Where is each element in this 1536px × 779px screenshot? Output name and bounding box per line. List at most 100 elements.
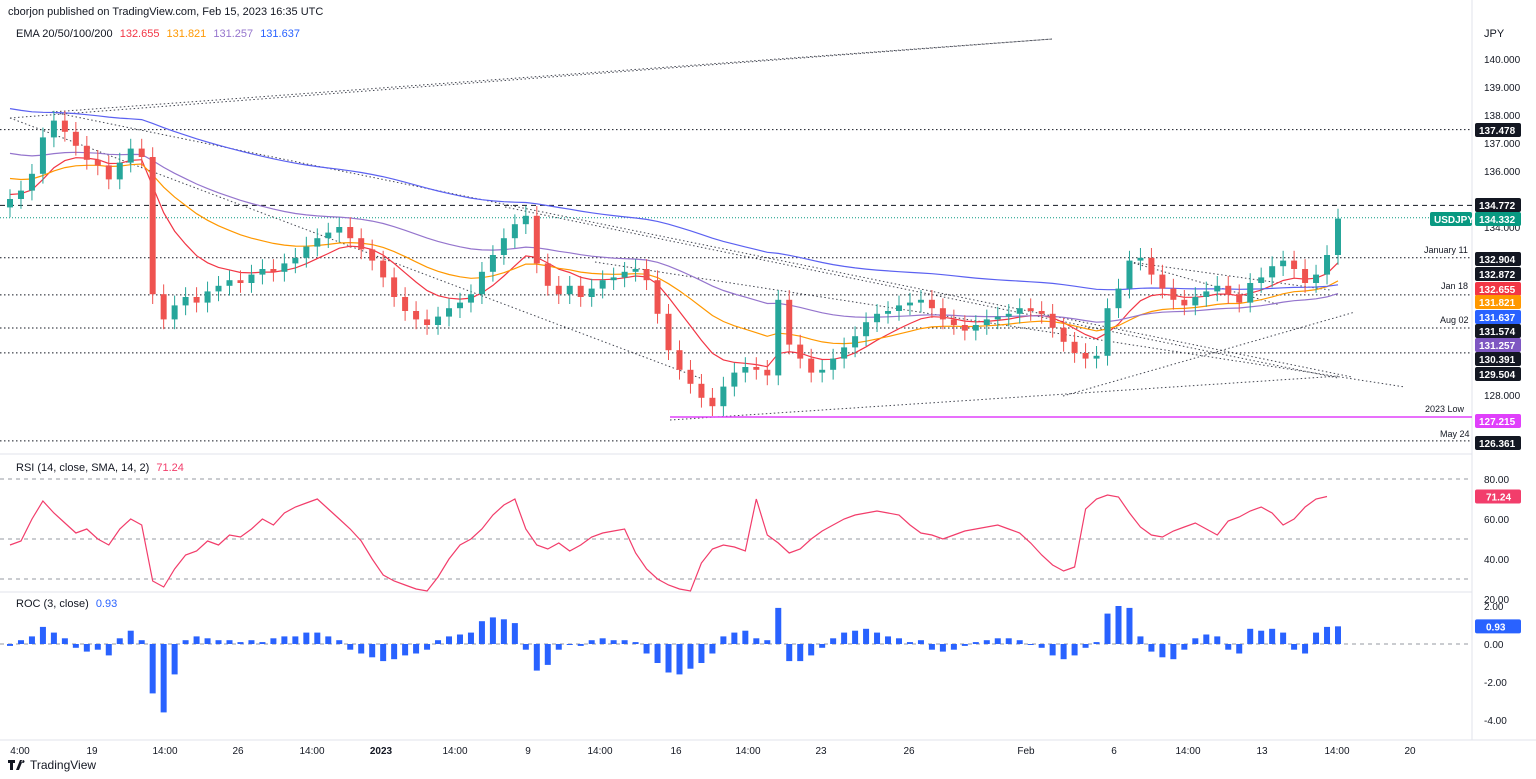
candle-body-121 — [1335, 218, 1341, 255]
roc-bar-31 — [347, 644, 354, 650]
candle-body-43 — [478, 271, 485, 295]
rsi-pane — [0, 478, 1472, 592]
candle-body-18 — [204, 291, 211, 303]
roc-bar-110 — [1214, 636, 1221, 644]
candle-body-98 — [1082, 353, 1089, 359]
price-tag-text-0: 137.478 — [1479, 126, 1516, 137]
roc-bar-47 — [522, 644, 529, 650]
price-tag-bg-11 — [1475, 352, 1521, 366]
roc-bar-73 — [808, 644, 815, 656]
price-tag-13: 127.215 — [1475, 414, 1521, 428]
roc-bar-33 — [369, 644, 376, 658]
candle-body-82 — [906, 302, 913, 306]
candle-body-73 — [808, 358, 815, 373]
ema-legend-label: EMA 20/50/100/200 — [16, 28, 113, 40]
price-tag-4: 132.904 — [1475, 252, 1521, 266]
roc-bar-101 — [1115, 606, 1122, 644]
x-tick-14: 6 — [1111, 746, 1117, 757]
candle-body-96 — [1060, 327, 1067, 342]
roc-bar-41 — [456, 634, 463, 644]
price-tag-11: 130.391 — [1475, 352, 1521, 366]
price-tick-0: 140.000 — [1484, 55, 1521, 66]
roc-bar-102 — [1126, 607, 1133, 644]
candle-body-97 — [1071, 341, 1078, 353]
trendline-5 — [594, 261, 1406, 388]
roc-bar-61 — [676, 644, 683, 675]
candle-body-113 — [1247, 283, 1254, 303]
price-tick-2: 138.000 — [1484, 111, 1521, 122]
candle-body-16 — [182, 297, 189, 306]
roc-bar-70 — [775, 607, 782, 644]
price-tick-3: 137.000 — [1484, 139, 1521, 150]
roc-bar-68 — [753, 638, 760, 644]
roc-bar-71 — [786, 644, 793, 662]
candle-body-65 — [720, 386, 727, 407]
candle-body-0 — [7, 199, 13, 208]
roc-bar-120 — [1324, 626, 1331, 644]
price-tag-text-10: 131.257 — [1479, 341, 1516, 352]
roc-bar-51 — [566, 644, 573, 645]
candle-body-50 — [555, 285, 562, 295]
x-tick-8: 14:00 — [587, 746, 612, 757]
roc-bar-34 — [380, 644, 387, 662]
candle-body-5 — [61, 120, 68, 132]
roc-bar-109 — [1203, 634, 1210, 644]
candle-body-87 — [961, 325, 968, 331]
ema-line-1 — [9, 163, 1339, 345]
roc-bar-96 — [1060, 644, 1067, 660]
roc-bar-18 — [204, 638, 211, 644]
candle-body-63 — [698, 383, 705, 398]
x-tick-13: Feb — [1017, 746, 1035, 757]
candle-body-31 — [347, 227, 354, 239]
price-tag-text-8: 131.637 — [1479, 313, 1516, 324]
level-name-3: 2023 Low — [1425, 404, 1465, 414]
candle-body-55 — [610, 277, 617, 281]
rsi-tick-3: 20.00 — [1484, 595, 1509, 606]
roc-bar-5 — [61, 638, 68, 644]
candle-body-34 — [380, 260, 387, 278]
candle-body-83 — [917, 299, 924, 303]
roc-bar-113 — [1247, 628, 1254, 644]
roc-bar-77 — [852, 630, 859, 644]
trendline-3 — [9, 117, 701, 379]
candle-body-68 — [753, 367, 760, 370]
candle-body-13 — [149, 157, 156, 295]
candle-body-101 — [1115, 288, 1122, 309]
price-tag-text-9: 131.574 — [1479, 327, 1516, 338]
candle-body-74 — [819, 369, 826, 373]
level-name-1: Jan 18 — [1441, 281, 1468, 291]
roc-bar-15 — [171, 644, 178, 675]
ema-line-2 — [9, 151, 1339, 323]
candle-body-19 — [215, 285, 222, 292]
roc-bar-104 — [1148, 644, 1155, 652]
tradingview-logo[interactable]: TradingView — [8, 758, 96, 772]
roc-bar-37 — [413, 644, 420, 654]
roc-bar-93 — [1027, 644, 1034, 645]
trendline-1 — [51, 38, 1053, 113]
roc-bar-22 — [248, 640, 255, 644]
ema200-value: 131.637 — [260, 28, 300, 40]
roc-bar-82 — [906, 642, 913, 644]
candle-body-88 — [972, 325, 979, 331]
candle-body-7 — [83, 145, 90, 160]
candle-body-103 — [1137, 257, 1144, 261]
roc-bar-119 — [1313, 632, 1320, 644]
candle-body-92 — [1016, 308, 1023, 314]
roc-bar-42 — [467, 632, 474, 644]
tradingview-logo-icon — [8, 760, 25, 770]
roc-bar-107 — [1181, 644, 1188, 650]
candle-body-58 — [643, 269, 650, 281]
roc-bar-114 — [1258, 630, 1265, 644]
x-tick-9: 16 — [670, 746, 682, 757]
price-tick-5: 134.000 — [1484, 223, 1521, 234]
publish-info: cborjon published on TradingView.com, Fe… — [8, 6, 324, 18]
tradingview-brand: TradingView — [30, 758, 97, 772]
roc-tick-3: -4.00 — [1484, 716, 1507, 727]
candle-body-30 — [336, 227, 343, 233]
level-name-4: May 24 — [1440, 429, 1470, 439]
candle-body-20 — [226, 280, 233, 286]
candle-body-104 — [1148, 257, 1155, 275]
price-tags: 137.478 134.772 USDJPY 134.332 132.904 132.87… — [1424, 123, 1521, 634]
price-tag-bg-13 — [1475, 414, 1521, 428]
